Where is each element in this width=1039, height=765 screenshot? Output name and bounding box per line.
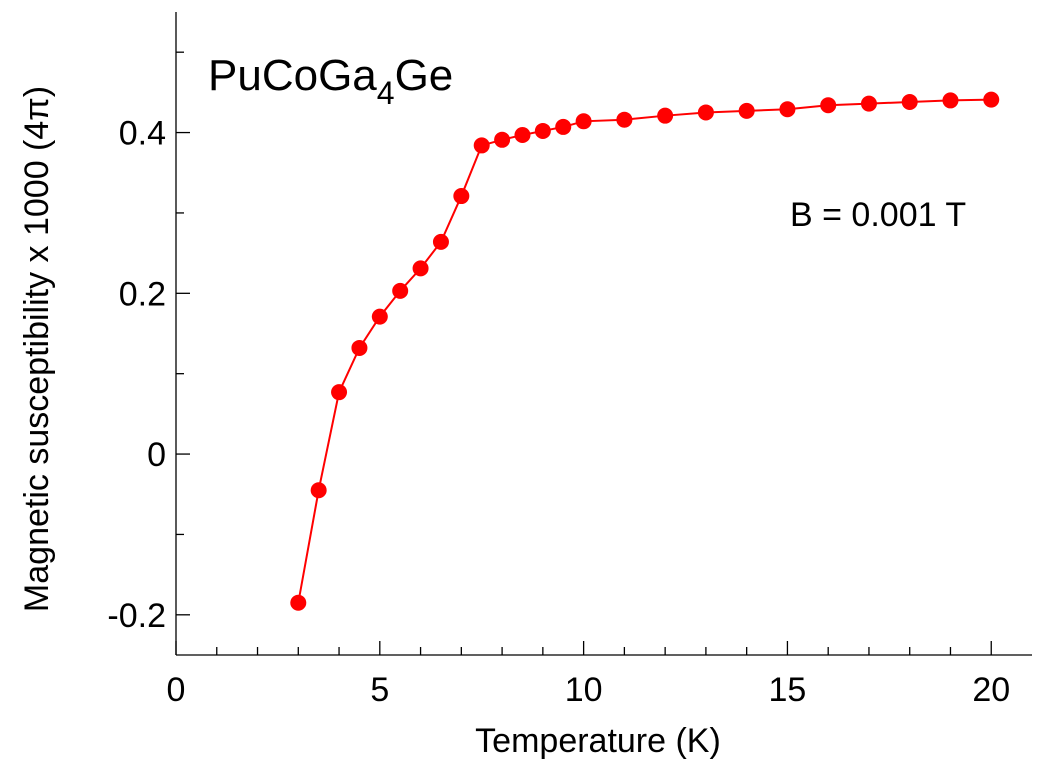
series-line bbox=[297, 98, 992, 603]
data-point bbox=[616, 111, 633, 128]
x-axis-label: Temperature (K) bbox=[475, 722, 721, 760]
y-axis-label: Magnetic susceptibility x 1000 (4π) bbox=[18, 86, 56, 612]
data-point bbox=[412, 260, 429, 277]
data-point bbox=[860, 95, 877, 112]
axes bbox=[175, 12, 1032, 656]
data-point bbox=[983, 91, 1000, 108]
x-tick-label: 0 bbox=[167, 671, 186, 709]
x-tick-label: 20 bbox=[972, 671, 1010, 709]
data-point bbox=[738, 102, 755, 119]
y-tick-label: -0.2 bbox=[107, 597, 166, 635]
data-point bbox=[371, 308, 388, 325]
y-ticks: -0.2 0 0.2 0.4 bbox=[107, 51, 190, 635]
data-point bbox=[555, 118, 572, 135]
x-tick-label: 5 bbox=[370, 671, 389, 709]
data-point bbox=[432, 233, 449, 250]
data-point bbox=[392, 282, 409, 299]
y-tick-label: 0.4 bbox=[119, 115, 166, 153]
data-point bbox=[942, 92, 959, 109]
chart-title-suffix: Ge bbox=[395, 51, 454, 100]
data-point bbox=[351, 339, 368, 356]
x-tick-label: 10 bbox=[565, 671, 603, 709]
data-point bbox=[534, 122, 551, 139]
data-point bbox=[514, 126, 531, 143]
data-point bbox=[310, 482, 327, 499]
chart-title-subscript: 4 bbox=[377, 75, 395, 111]
data-point bbox=[657, 107, 674, 124]
data-point bbox=[820, 97, 837, 114]
field-annotation: B = 0.001 T bbox=[790, 196, 966, 234]
data-point bbox=[901, 94, 918, 111]
data-point bbox=[575, 113, 592, 130]
data-point bbox=[331, 384, 348, 401]
data-point bbox=[290, 594, 307, 611]
x-tick-label: 15 bbox=[769, 671, 807, 709]
data-point bbox=[697, 104, 714, 121]
data-point bbox=[494, 131, 511, 148]
data-point bbox=[779, 101, 796, 118]
x-ticks: 0 5 10 15 20 bbox=[167, 641, 1010, 709]
chart-title-prefix: PuCoGa bbox=[208, 51, 377, 100]
data-point bbox=[473, 137, 490, 154]
data-point bbox=[453, 188, 470, 205]
y-tick-label: 0.2 bbox=[119, 275, 166, 313]
plot-area bbox=[290, 91, 1000, 611]
y-tick-label: 0 bbox=[147, 436, 166, 474]
chart-title: PuCoGa4Ge bbox=[208, 51, 453, 111]
